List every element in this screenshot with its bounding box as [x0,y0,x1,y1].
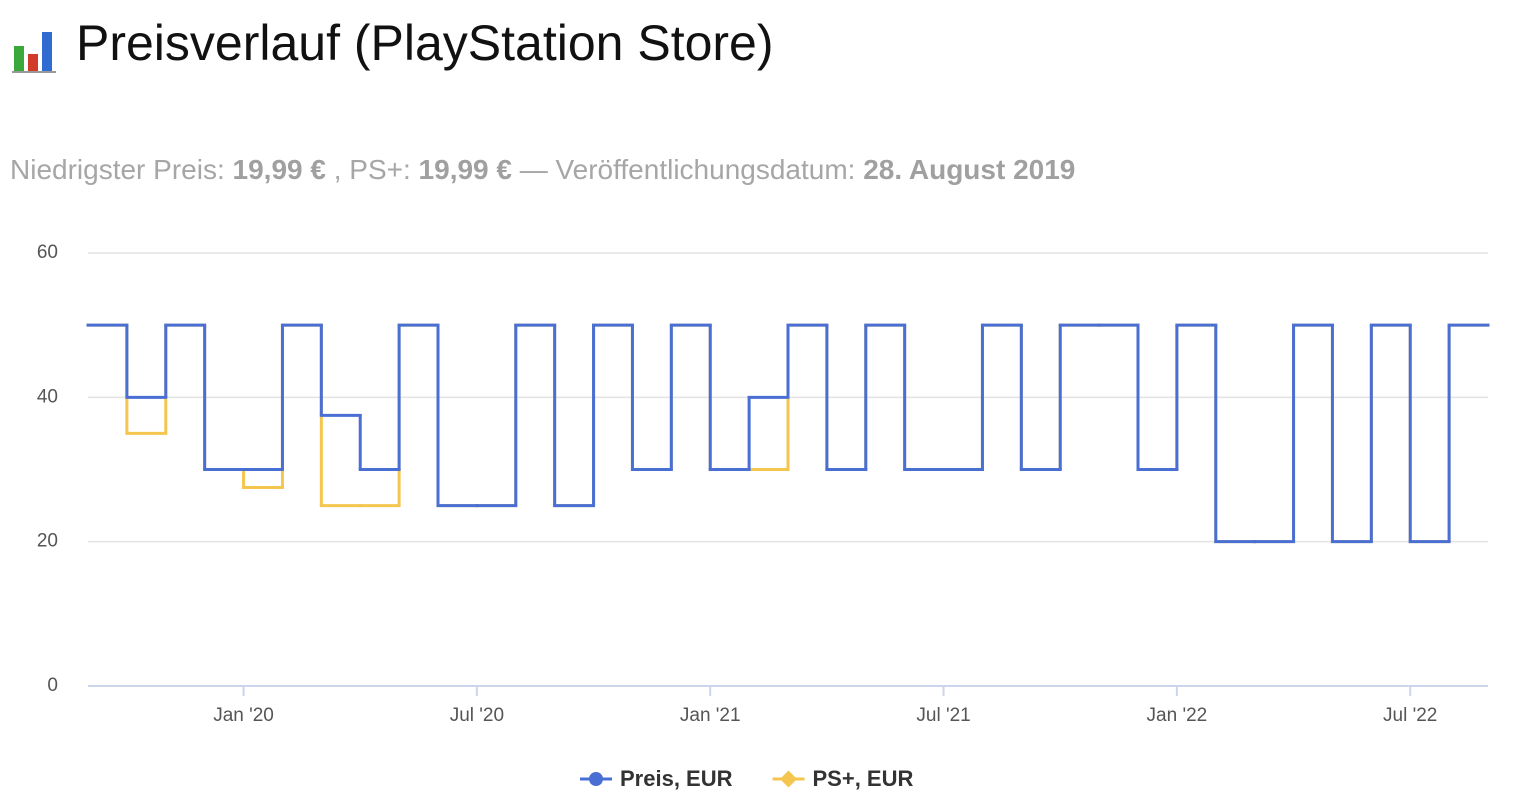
legend-label: Preis, EUR [620,766,733,791]
x-tick-label: Jul '22 [1383,705,1437,726]
date-label: — Veröffentlichungsdatum: [519,154,856,185]
x-tick-label: Jul '20 [450,705,504,726]
release-date: 28. August 2019 [863,154,1076,185]
y-tick-label: 40 [37,386,58,407]
x-tick-label: Jan '20 [213,705,274,726]
page-title: Preisverlauf (PlayStation Store) [76,15,774,71]
legend-marker [780,770,797,788]
x-tick-label: Jul '21 [916,705,970,726]
series [86,323,1490,544]
lowest-price-label: Niedrigster Preis: [10,154,225,185]
legend-marker [589,772,603,786]
legend-label: PS+, EUR [813,766,914,791]
subtitle: Niedrigster Preis: 19,99 € , PS+: 19,99 … [10,154,1075,186]
y-tick-label: 0 [47,675,58,696]
ps-price: 19,99 € [418,154,512,185]
x-tick-label: Jan '22 [1147,705,1208,726]
y-tick-label: 20 [37,531,58,552]
ps-label: , PS+: [333,154,411,185]
x-tick-label: Jan '21 [680,705,741,726]
lowest-price: 19,99 € [232,154,326,185]
y-tick-label: 60 [37,242,58,263]
chart-icon [12,32,56,73]
